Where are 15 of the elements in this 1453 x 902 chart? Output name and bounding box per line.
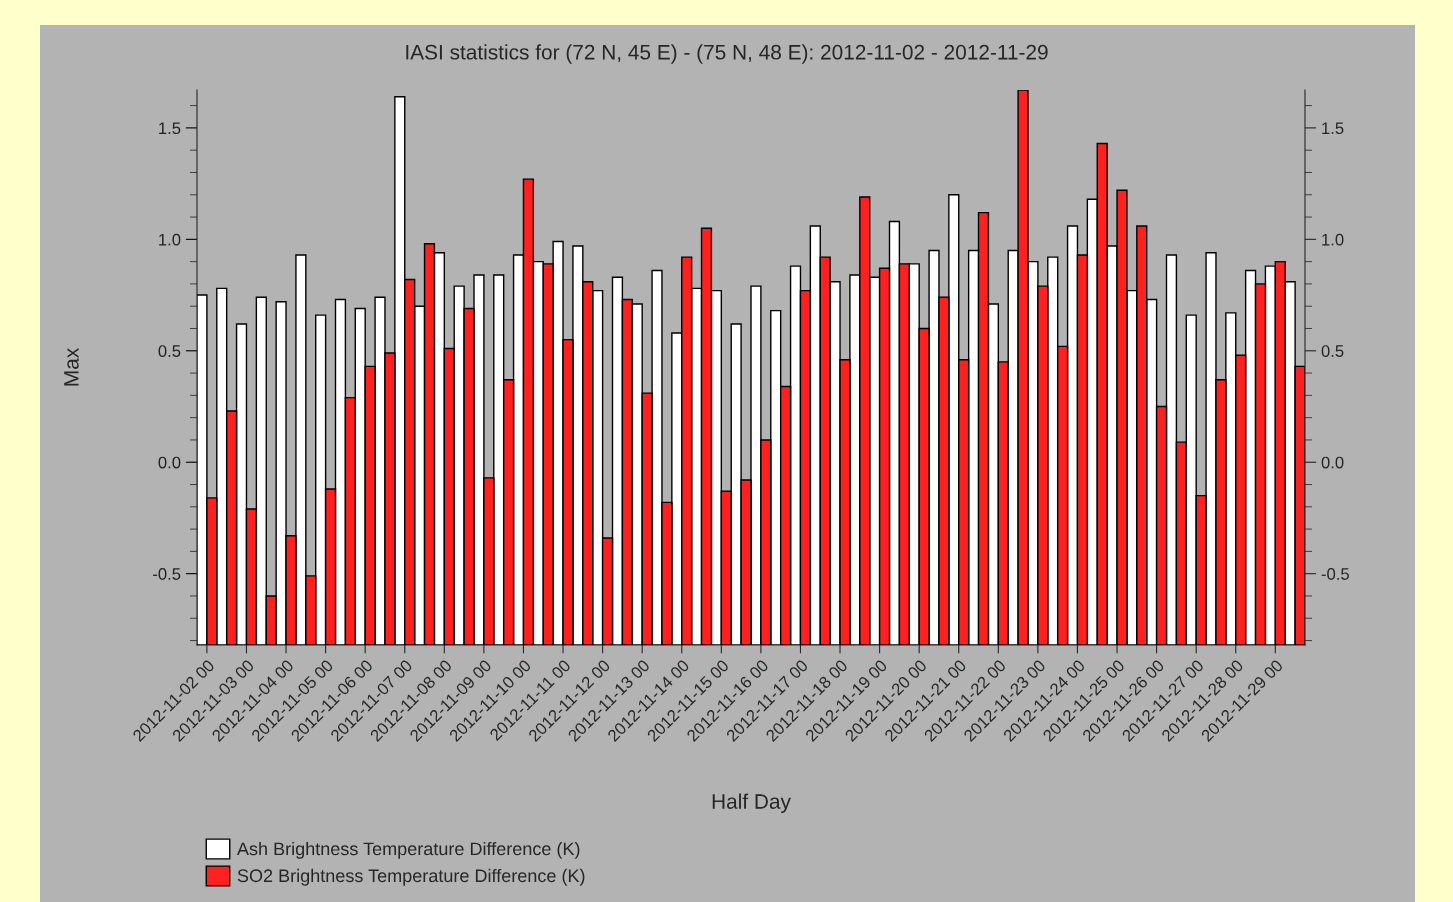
y2-tick-label: 1.5	[1322, 122, 1344, 135]
y-tick-label: 1.0	[159, 233, 181, 246]
legend-label: Ash Brightness Temperature Difference (K)	[236, 841, 580, 859]
x-axis-title: Half Day	[712, 793, 791, 813]
legend-label: SO2 Brightness Temperature Difference (K)	[237, 868, 585, 886]
chart-title: IASI statistics for (72 N, 45 E) - (75 N, 48 E): 2012-11-02 - 2012-11-29	[406, 44, 1048, 64]
y2-tick-label: -0.5	[1321, 568, 1349, 580]
y-tick-label: 1.5	[159, 122, 181, 135]
y2-tick-label: 1.0	[1322, 233, 1344, 246]
y2-tick-label: 0.0	[1321, 456, 1344, 469]
y-tick-label: -0.5	[153, 568, 181, 580]
y2-tick-label: 0.5	[1321, 345, 1344, 357]
y-tick-label: 0.5	[158, 345, 181, 357]
y-axis-title: Max	[64, 348, 79, 386]
y-tick-label: 0.0	[158, 456, 181, 469]
